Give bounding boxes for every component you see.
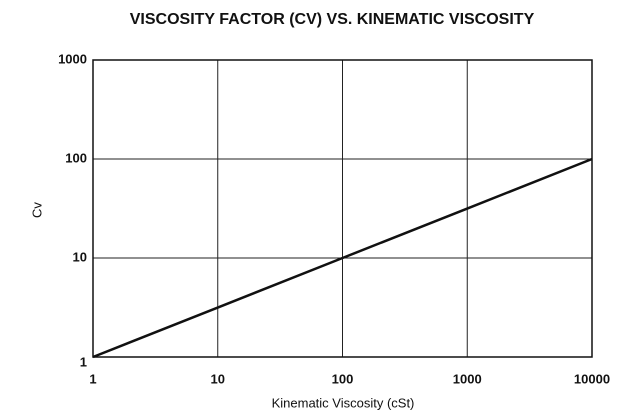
y-tick-label: 10 [73,249,87,264]
x-tick-label: 100 [332,371,354,386]
data-line [92,157,593,359]
x-axis-label: Kinematic Viscosity (cSt) [272,395,415,410]
chart-title: VISCOSITY FACTOR (CV) VS. KINEMATIC VISC… [130,11,535,28]
x-tick-label: 10000 [574,371,610,386]
y-tick-label: 1000 [58,51,87,66]
x-tick-label: 1 [89,371,96,386]
plot-frame [92,59,593,358]
x-tick-label: 1000 [453,371,482,386]
y-tick-label: 100 [65,150,87,165]
y-tick-label: 1 [80,354,87,369]
x-tick-label: 10 [211,371,225,386]
y-axis-label: Cv [29,202,44,218]
